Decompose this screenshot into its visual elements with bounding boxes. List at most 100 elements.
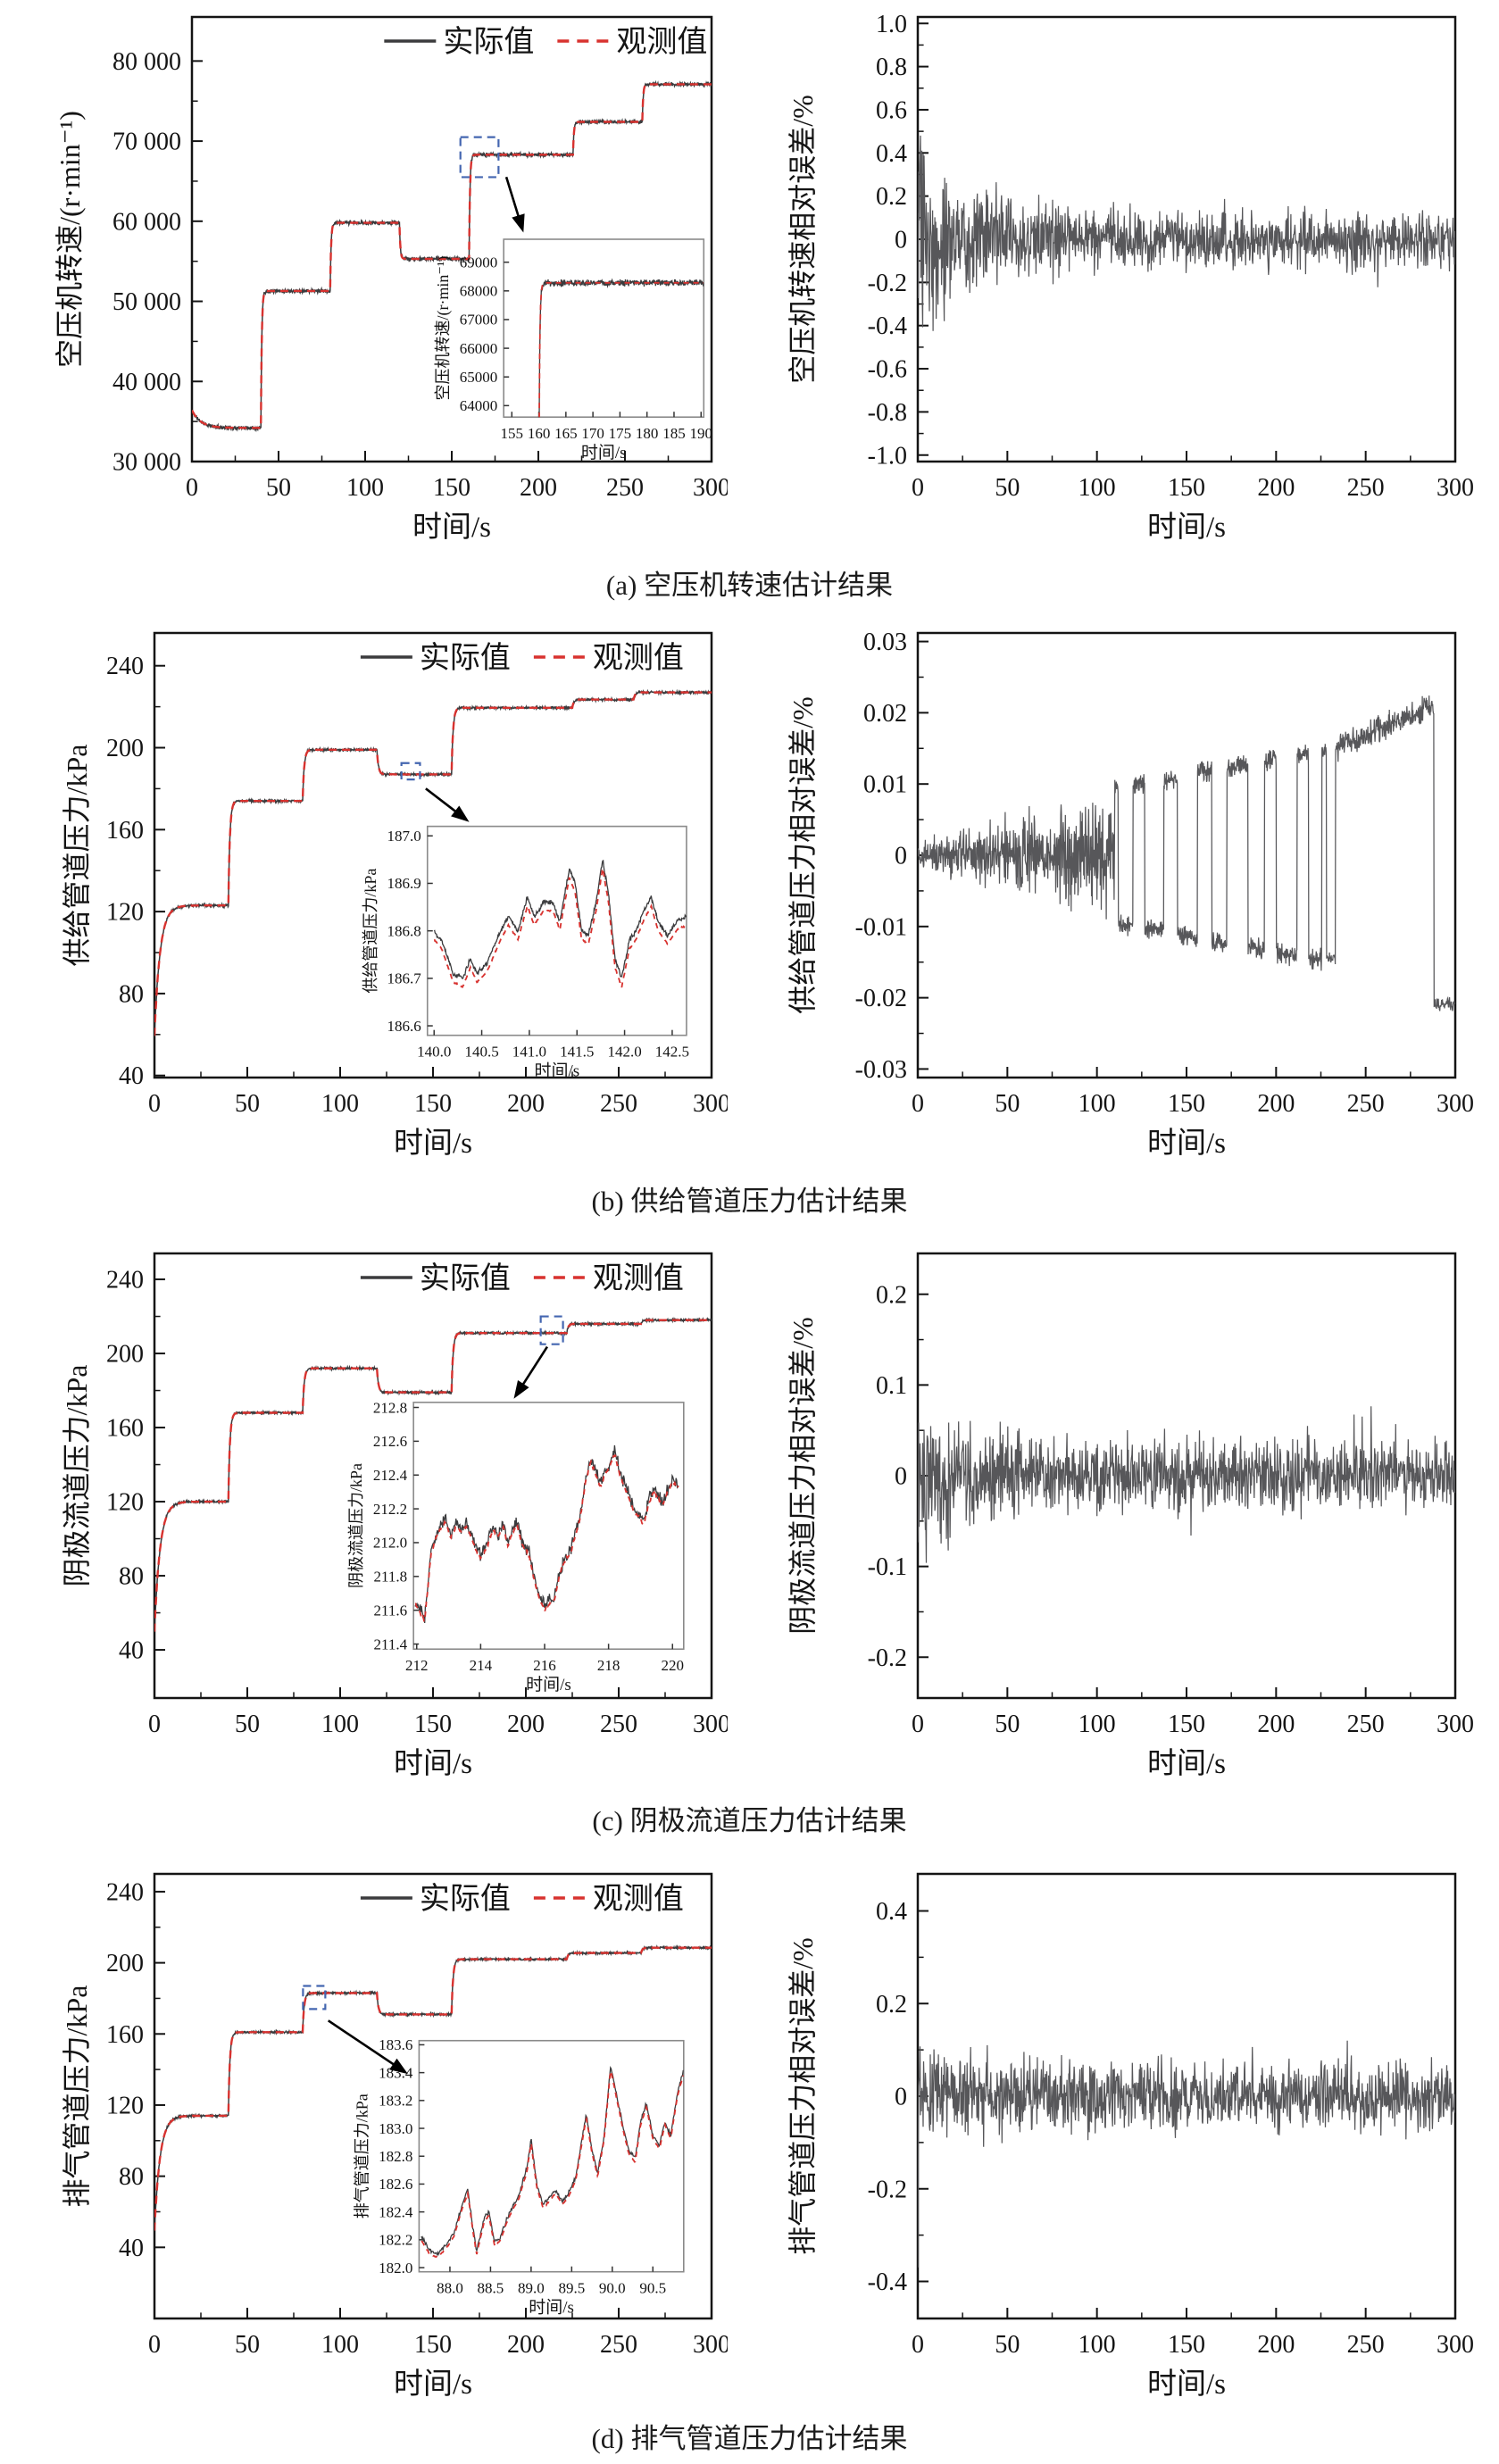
svg-text:40 000: 40 000 <box>112 369 181 396</box>
svg-text:100: 100 <box>1078 474 1116 502</box>
svg-text:0: 0 <box>912 2331 924 2359</box>
svg-text:211.8: 211.8 <box>374 1569 408 1586</box>
svg-text:100: 100 <box>1078 2331 1116 2359</box>
svg-text:-0.01: -0.01 <box>855 913 907 941</box>
svg-text:170: 170 <box>581 425 604 442</box>
svg-text:182.4: 182.4 <box>379 2203 413 2220</box>
svg-text:250: 250 <box>600 2331 637 2359</box>
svg-text:186.7: 186.7 <box>387 970 422 987</box>
svg-text:0.4: 0.4 <box>876 1898 907 1926</box>
svg-text:40: 40 <box>119 2235 144 2262</box>
svg-text:实际值: 实际值 <box>420 641 511 675</box>
svg-text:-0.2: -0.2 <box>868 2176 907 2203</box>
svg-text:0: 0 <box>186 474 198 502</box>
svg-text:300: 300 <box>1437 1711 1474 1738</box>
svg-text:300: 300 <box>1437 2331 1474 2359</box>
svg-text:250: 250 <box>1347 1090 1385 1118</box>
svg-text:-0.4: -0.4 <box>868 2268 907 2296</box>
svg-text:0.03: 0.03 <box>863 628 907 656</box>
chart-exhaust-pressure-tracking: 0 50 100 150 200 250 300 40 80 120 160 200 240 时间/s 排气… <box>49 1861 730 2412</box>
svg-text:185: 185 <box>662 425 686 442</box>
svg-text:时间/s: 时间/s <box>394 1748 472 1780</box>
svg-text:120: 120 <box>106 2092 144 2119</box>
svg-text:0: 0 <box>912 1090 924 1118</box>
svg-text:300: 300 <box>693 1711 728 1738</box>
svg-text:240: 240 <box>106 1878 144 1906</box>
svg-text:150: 150 <box>1168 1090 1205 1118</box>
svg-text:214: 214 <box>470 1657 493 1674</box>
svg-text:空压机转速/(r·min⁻¹): 空压机转速/(r·min⁻¹) <box>434 256 453 401</box>
svg-text:160: 160 <box>106 2021 144 2049</box>
svg-text:50 000: 50 000 <box>112 288 181 316</box>
svg-text:212.2: 212.2 <box>373 1501 407 1518</box>
svg-text:0: 0 <box>148 1711 161 1738</box>
svg-text:240: 240 <box>106 1267 144 1294</box>
caption-b: (b) 供给管道压力估计结果 <box>591 1186 908 1217</box>
svg-text:88.5: 88.5 <box>478 2280 504 2297</box>
svg-text:141.5: 141.5 <box>560 1044 594 1061</box>
svg-text:100: 100 <box>321 1090 359 1118</box>
svg-text:50: 50 <box>995 1711 1020 1738</box>
svg-text:50: 50 <box>235 1711 260 1738</box>
svg-text:排气管道压力相对误差/%: 排气管道压力相对误差/% <box>787 1937 819 2255</box>
svg-text:218: 218 <box>597 1657 620 1674</box>
svg-text:0: 0 <box>912 474 924 502</box>
svg-text:0.02: 0.02 <box>863 700 907 728</box>
svg-text:165: 165 <box>554 425 578 442</box>
svg-text:80 000: 80 000 <box>112 48 181 76</box>
svg-text:-0.2: -0.2 <box>868 270 907 297</box>
svg-text:-1.0: -1.0 <box>868 442 907 470</box>
chart-cathode-pressure-error: 0 50 100 150 200 250 300 -0.2 -0.1 0 0.1 0.2 时间/s 阴极流… <box>777 1241 1495 1792</box>
svg-text:0.6: 0.6 <box>876 96 907 124</box>
chart-compressor-speed-error: 0 50 100 150 200 250 300 -1.0 -0.8 -0.6 -0.4 -0.2 0 0… <box>777 4 1495 555</box>
svg-text:68000: 68000 <box>460 283 498 300</box>
svg-text:50: 50 <box>235 2331 260 2359</box>
svg-text:时间/s: 时间/s <box>534 1061 579 1081</box>
svg-text:120: 120 <box>106 1489 144 1517</box>
svg-text:观测值: 观测值 <box>593 1261 684 1295</box>
svg-text:-0.6: -0.6 <box>868 356 907 384</box>
svg-text:60 000: 60 000 <box>112 208 181 236</box>
svg-text:50: 50 <box>266 474 291 502</box>
svg-text:时间/s: 时间/s <box>1147 1748 1226 1780</box>
svg-text:250: 250 <box>606 474 644 502</box>
svg-text:100: 100 <box>1078 1090 1116 1118</box>
svg-text:空压机转速/(r·min⁻¹): 空压机转速/(r·min⁻¹) <box>54 111 86 368</box>
svg-text:排气管道压力/kPa: 排气管道压力/kPa <box>353 2094 371 2218</box>
svg-text:200: 200 <box>507 2331 545 2359</box>
svg-text:100: 100 <box>346 474 384 502</box>
svg-text:182.0: 182.0 <box>379 2260 412 2277</box>
svg-text:89.5: 89.5 <box>558 2280 585 2297</box>
svg-text:212: 212 <box>405 1657 429 1674</box>
svg-text:0: 0 <box>148 2331 161 2359</box>
svg-text:200: 200 <box>1257 1711 1295 1738</box>
svg-text:190: 190 <box>689 425 712 442</box>
svg-text:240: 240 <box>106 653 144 680</box>
svg-text:89.0: 89.0 <box>518 2280 545 2297</box>
svg-text:211.6: 211.6 <box>374 1602 408 1619</box>
svg-text:186.9: 186.9 <box>387 875 421 892</box>
svg-text:-0.4: -0.4 <box>868 312 907 340</box>
svg-text:空压机转速相对误差/%: 空压机转速相对误差/% <box>787 95 819 384</box>
svg-text:50: 50 <box>995 2331 1020 2359</box>
svg-text:0.2: 0.2 <box>876 1991 907 2019</box>
svg-text:-0.1: -0.1 <box>868 1553 907 1581</box>
svg-text:212.8: 212.8 <box>373 1399 407 1416</box>
svg-text:150: 150 <box>414 1090 452 1118</box>
svg-text:250: 250 <box>1347 2331 1385 2359</box>
svg-text:183.4: 183.4 <box>379 2064 413 2081</box>
svg-text:时间/s: 时间/s <box>1147 1128 1226 1160</box>
svg-text:观测值: 观测值 <box>593 641 684 675</box>
svg-text:200: 200 <box>1257 2331 1295 2359</box>
svg-text:160: 160 <box>528 425 551 442</box>
svg-text:80: 80 <box>119 1563 144 1591</box>
svg-text:100: 100 <box>1078 1711 1116 1738</box>
svg-text:200: 200 <box>1257 474 1295 502</box>
svg-text:64000: 64000 <box>460 397 498 414</box>
svg-text:155: 155 <box>501 425 524 442</box>
svg-text:300: 300 <box>693 474 728 502</box>
svg-text:0.8: 0.8 <box>876 54 907 81</box>
svg-text:0: 0 <box>895 227 907 254</box>
svg-text:90.0: 90.0 <box>599 2280 626 2297</box>
